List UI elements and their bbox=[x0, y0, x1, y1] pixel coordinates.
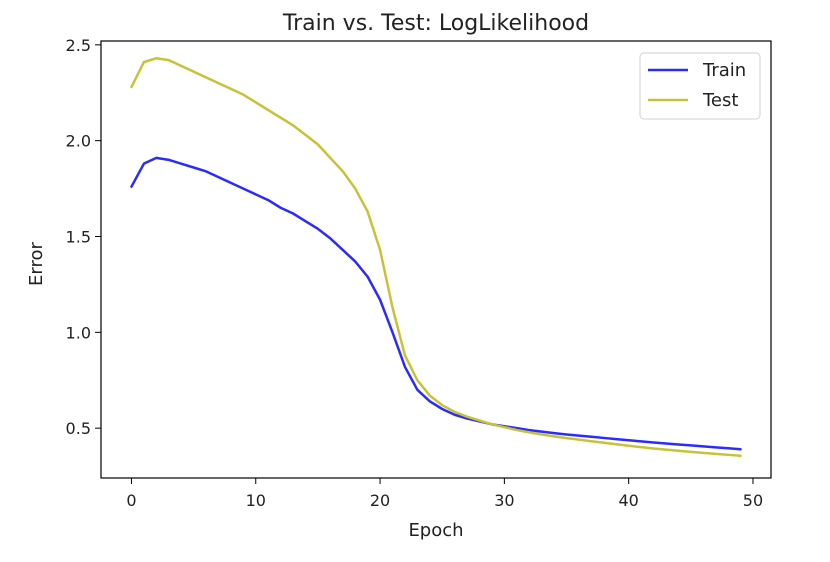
x-tick-label-2: 20 bbox=[370, 491, 390, 510]
x-tick-label-3: 30 bbox=[494, 491, 514, 510]
y-tick-label-4: 2.5 bbox=[66, 36, 91, 55]
y-tick-label-3: 2.0 bbox=[66, 132, 91, 151]
x-axis-label: Epoch bbox=[408, 520, 463, 541]
series-line-train bbox=[130, 156, 742, 451]
x-axis-ticks: 0 10 20 30 40 50 bbox=[126, 478, 763, 510]
plot-frame bbox=[100, 40, 772, 479]
plot-area-group: 0 10 20 30 40 50 0.5 1.0 1.5 2.0 2.5 bbox=[66, 36, 772, 510]
y-axis-label: Error bbox=[26, 241, 47, 285]
y-tick-label-1: 1.0 bbox=[66, 323, 91, 342]
legend-label-test: Test bbox=[702, 90, 738, 111]
x-tick-label-5: 50 bbox=[743, 491, 763, 510]
y-axis-ticks: 0.5 1.0 1.5 2.0 2.5 bbox=[66, 36, 101, 438]
series-line-test bbox=[130, 57, 742, 458]
chart-title: Train vs. Test: LogLikelihood bbox=[282, 11, 589, 36]
y-tick-label-0: 0.5 bbox=[66, 419, 91, 438]
x-tick-label-4: 40 bbox=[618, 491, 638, 510]
x-tick-label-1: 10 bbox=[246, 491, 266, 510]
legend-label-train: Train bbox=[702, 60, 746, 81]
y-tick-label-2: 1.5 bbox=[66, 228, 91, 247]
legend: Train Test bbox=[639, 52, 761, 120]
x-tick-label-0: 0 bbox=[126, 491, 136, 510]
series-group bbox=[130, 57, 742, 458]
